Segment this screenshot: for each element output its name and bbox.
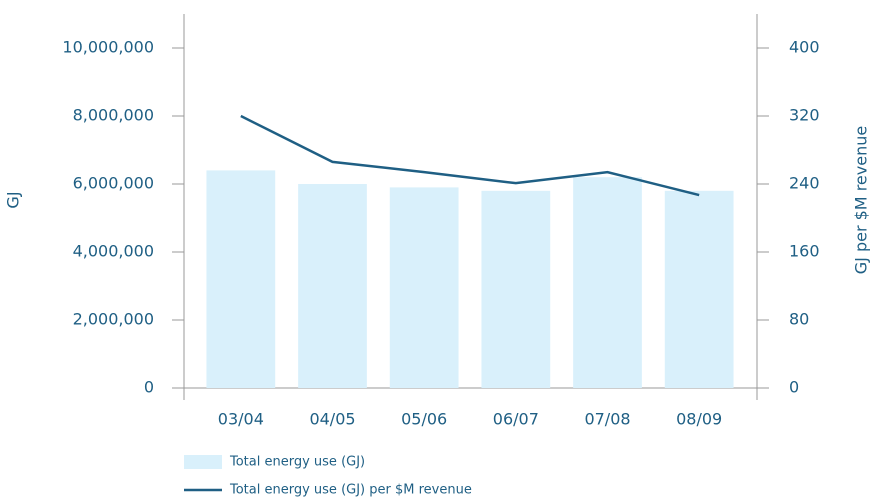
y2-tick-label: 400 xyxy=(789,38,820,57)
x-tick-label: 06/07 xyxy=(493,410,539,429)
legend-label: Total energy use (GJ) xyxy=(229,455,365,470)
x-tick-label: 07/08 xyxy=(584,410,630,429)
y2-tick-label: 80 xyxy=(789,310,809,329)
y-tick-label: 4,000,000 xyxy=(73,242,154,261)
x-tick-label: 03/04 xyxy=(218,410,264,429)
y-tick-label: 8,000,000 xyxy=(73,106,154,125)
bar xyxy=(389,187,459,388)
bar xyxy=(664,190,734,388)
y-tick-label: 6,000,000 xyxy=(73,174,154,193)
x-tick-label: 04/05 xyxy=(309,410,355,429)
y-tick-label: 0 xyxy=(144,378,154,397)
legend-label: Total energy use (GJ) per $M revenue xyxy=(229,483,472,498)
line xyxy=(240,114,700,197)
y2-axis-title: GJ per $M revenue xyxy=(852,126,871,274)
y2-tick-label: 320 xyxy=(789,106,820,125)
y-axis-title: GJ xyxy=(4,191,23,208)
y2-tick-label: 160 xyxy=(789,242,820,261)
bar xyxy=(481,190,551,388)
bar xyxy=(573,177,642,388)
y-tick-label: 10,000,000 xyxy=(62,38,154,57)
x-tick-label: 05/06 xyxy=(401,410,447,429)
y2-tick-label: 0 xyxy=(789,378,799,397)
bar xyxy=(298,184,367,388)
y-tick-label: 2,000,000 xyxy=(73,310,154,329)
bar xyxy=(206,170,276,388)
x-tick-label: 08/09 xyxy=(676,410,722,429)
y2-tick-label: 240 xyxy=(789,174,820,193)
legend-swatch xyxy=(184,455,222,469)
